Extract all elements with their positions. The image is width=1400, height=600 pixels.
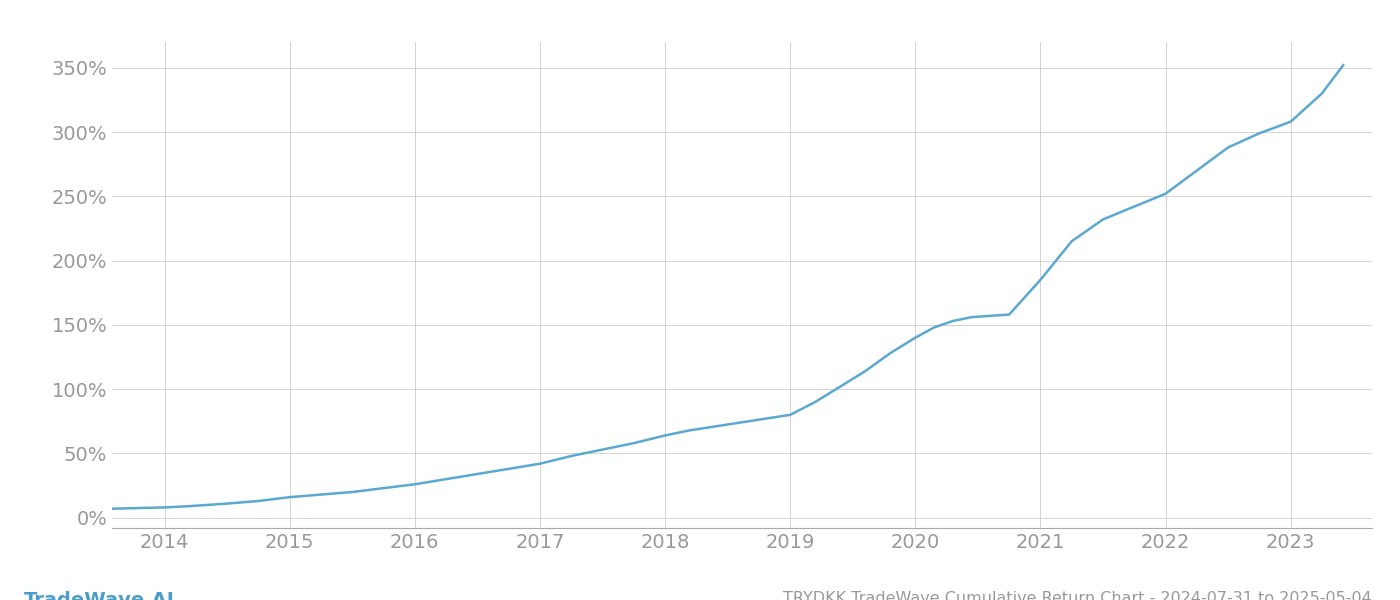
Text: TRYDKK TradeWave Cumulative Return Chart - 2024-07-31 to 2025-05-04: TRYDKK TradeWave Cumulative Return Chart… [783,591,1372,600]
Text: TradeWave.AI: TradeWave.AI [24,591,175,600]
